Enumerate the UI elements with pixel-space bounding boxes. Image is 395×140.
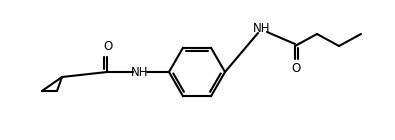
Text: O: O: [103, 40, 113, 53]
Text: NH: NH: [253, 22, 271, 34]
Text: NH: NH: [131, 66, 149, 79]
Text: O: O: [292, 62, 301, 75]
